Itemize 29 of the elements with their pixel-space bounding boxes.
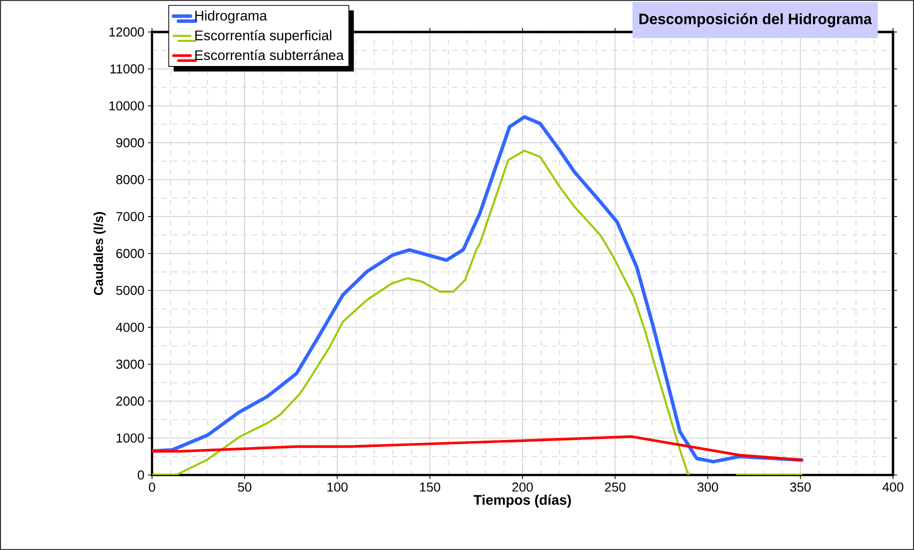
line-series [152, 435, 803, 462]
x-tick-label: 200 [512, 482, 533, 492]
y-tick-label: 1000 [116, 433, 144, 443]
y-axis-title: Caudales (l/s) [94, 212, 106, 296]
y-tick-label: 2000 [116, 396, 144, 406]
y-tick-label: 3000 [116, 360, 144, 369]
x-tick-label: 350 [790, 482, 811, 492]
x-tick-label: 150 [420, 482, 440, 492]
y-tick-label: 6000 [116, 248, 144, 258]
x-tick-label: 50 [238, 482, 252, 492]
y-tick-label: 10000 [109, 101, 144, 110]
y-tick-label: 11000 [110, 64, 144, 74]
x-tick-label: 100 [327, 482, 348, 492]
y-tick-label: 9000 [116, 138, 144, 148]
y-tick-label: 0 [138, 470, 144, 480]
y-tick-label: 5000 [116, 286, 144, 295]
x-axis-title: Tiempos (días) [474, 494, 571, 508]
x-tick-label: 300 [697, 482, 718, 492]
legend-label: Escorrentía subterránea [195, 50, 344, 60]
y-tick-label: 7000 [116, 212, 144, 222]
x-tick-label: 0 [148, 482, 156, 492]
y-tick-label: 12000 [109, 27, 144, 37]
x-tick-label: 250 [604, 482, 626, 492]
chart-title: Descomposición del Hidrograma [639, 13, 872, 28]
y-tick-label: 8000 [116, 175, 144, 184]
y-tick-label: 4000 [116, 322, 144, 332]
legend-label: Escorrentía superficial [195, 30, 332, 44]
x-tick-label: 400 [882, 482, 904, 492]
legend-label: Hidrograma [195, 10, 268, 24]
